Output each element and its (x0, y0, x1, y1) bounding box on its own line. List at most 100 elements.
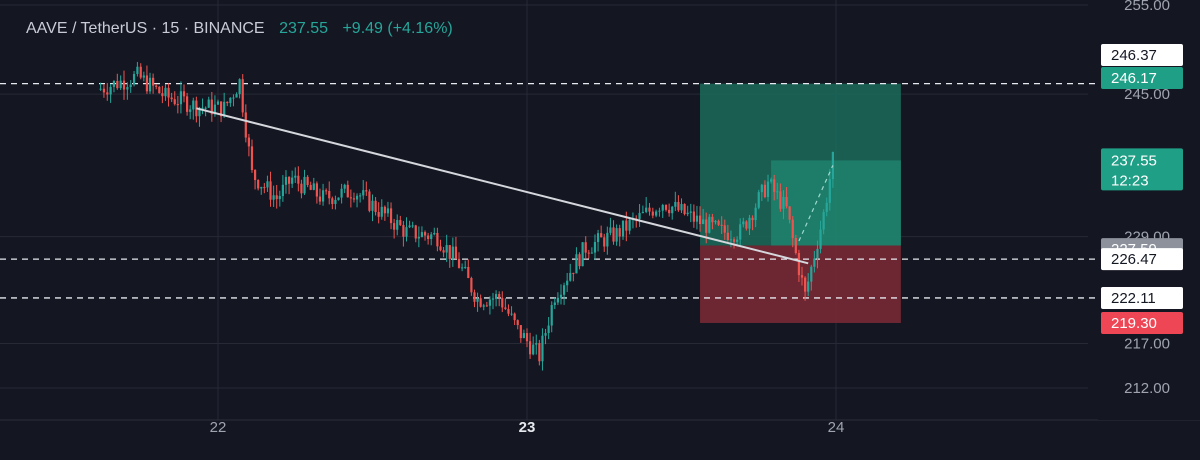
candle-body (757, 192, 760, 208)
y-tick-label: 212.00 (1124, 380, 1170, 397)
candle-body (321, 190, 325, 202)
candle-body (668, 209, 671, 214)
candle-body (213, 104, 217, 115)
candle-body (380, 206, 383, 217)
candle (263, 183, 266, 194)
candle (136, 61, 139, 77)
candle-body (479, 298, 482, 307)
candle-body (371, 200, 374, 211)
candle-body (692, 211, 695, 222)
candle-body (263, 187, 266, 189)
candle (439, 239, 442, 252)
price-tag-bg (1101, 286, 1183, 309)
candle (315, 181, 318, 204)
candle-body (794, 237, 797, 254)
candle (309, 181, 312, 191)
candle-body (417, 236, 420, 239)
candle-body (566, 280, 569, 286)
candle (386, 201, 390, 217)
candle-body (822, 211, 825, 230)
candle (776, 182, 779, 200)
candle (126, 82, 129, 100)
candle (253, 169, 257, 190)
candle-body (544, 333, 547, 336)
candle (300, 179, 303, 199)
candle (553, 297, 556, 310)
candle-body (760, 184, 763, 193)
price-tag-bg (1101, 67, 1183, 89)
candle-body (182, 91, 186, 97)
candle-body (454, 246, 458, 259)
price-change: +9.49 (+4.16%) (342, 20, 453, 37)
candle-body (457, 258, 461, 268)
candle-body (112, 80, 116, 87)
candle-body (399, 220, 402, 226)
candle (544, 328, 547, 345)
candle (321, 183, 325, 206)
candle-body (287, 176, 291, 184)
candle-body (461, 267, 464, 269)
candle (742, 217, 745, 228)
x-tick-label: 24 (828, 419, 845, 436)
candle (346, 180, 349, 198)
candle-body (519, 325, 522, 339)
candle-body (158, 86, 161, 94)
candle-body (628, 219, 631, 231)
candle (822, 209, 825, 235)
candle (788, 206, 791, 224)
candle-body (427, 235, 430, 239)
candle-body (155, 85, 158, 87)
candle-body (393, 223, 396, 230)
candle-body (272, 195, 275, 200)
candle (745, 220, 748, 231)
candle (189, 105, 192, 120)
profit-fill (771, 160, 901, 246)
candle (510, 306, 513, 316)
candle-body (266, 181, 269, 188)
candle (635, 215, 638, 228)
candle (726, 224, 729, 242)
candle-body (819, 229, 822, 249)
candle-body (186, 96, 189, 112)
candle-body (572, 272, 575, 274)
candle (216, 99, 220, 105)
candle (535, 334, 538, 355)
candle (142, 71, 145, 82)
price-tag-bg (1101, 148, 1183, 191)
candle (606, 226, 609, 255)
candle-body (618, 228, 621, 237)
candle (182, 84, 186, 103)
candle (566, 272, 569, 293)
candle-body (337, 197, 340, 200)
candle (810, 264, 813, 291)
candle (312, 177, 315, 191)
candle-body (522, 333, 526, 339)
candle-body (695, 215, 699, 222)
candle-body (389, 208, 393, 224)
candle-body (467, 266, 470, 279)
candle-body (501, 297, 504, 308)
candle (714, 219, 717, 225)
candle-body (596, 233, 600, 243)
candle-body (680, 204, 683, 211)
candle-body (648, 207, 651, 212)
candle-body (396, 220, 399, 230)
candle (609, 217, 612, 236)
candle (739, 218, 742, 246)
candle (396, 214, 399, 236)
candle (414, 224, 417, 243)
price-tag-label: 226.47 (1111, 251, 1157, 268)
candle (306, 175, 309, 188)
candle-body (291, 177, 294, 184)
candle-body (584, 242, 587, 253)
candle-body (578, 254, 581, 267)
candle (116, 73, 119, 90)
candle (454, 236, 458, 260)
price-tag-bg (1101, 44, 1183, 66)
candle (393, 218, 396, 239)
candle (260, 186, 263, 195)
candle (807, 273, 810, 297)
candle-body (664, 204, 668, 210)
